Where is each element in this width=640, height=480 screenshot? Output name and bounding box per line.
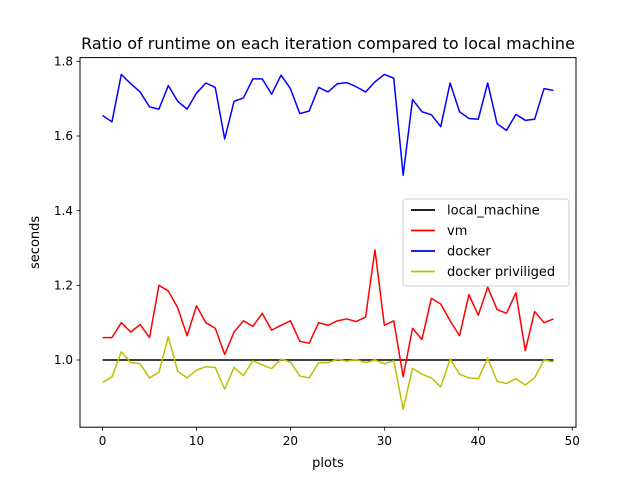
chart-title: Ratio of runtime on each iteration compa… <box>81 34 575 53</box>
x-tick-label: 40 <box>471 434 486 448</box>
x-axis-label: plots <box>312 456 344 471</box>
legend-label: local_machine <box>447 204 540 219</box>
y-tick-label: 1.0 <box>54 353 73 367</box>
y-axis-label: seconds <box>28 216 43 269</box>
x-tick-label: 10 <box>189 434 204 448</box>
x-tick-label: 20 <box>283 434 298 448</box>
series-line-docker <box>102 73 554 176</box>
legend-label: vm <box>447 224 467 239</box>
series-line-vm <box>102 249 554 378</box>
y-tick-label: 1.4 <box>54 204 73 218</box>
legend-label: docker <box>447 245 491 260</box>
plot-frame <box>79 57 577 428</box>
series-line-docker-priviliged <box>102 336 554 411</box>
y-tick-label: 1.6 <box>54 129 73 143</box>
y-tick-label: 1.8 <box>54 55 73 69</box>
x-tick-label: 50 <box>565 434 580 448</box>
x-tick-label: 30 <box>377 434 392 448</box>
legend-label: docker priviliged <box>447 265 555 280</box>
x-tick-label: 0 <box>99 434 107 448</box>
legend-box <box>402 198 570 287</box>
y-tick-label: 1.2 <box>54 279 73 293</box>
